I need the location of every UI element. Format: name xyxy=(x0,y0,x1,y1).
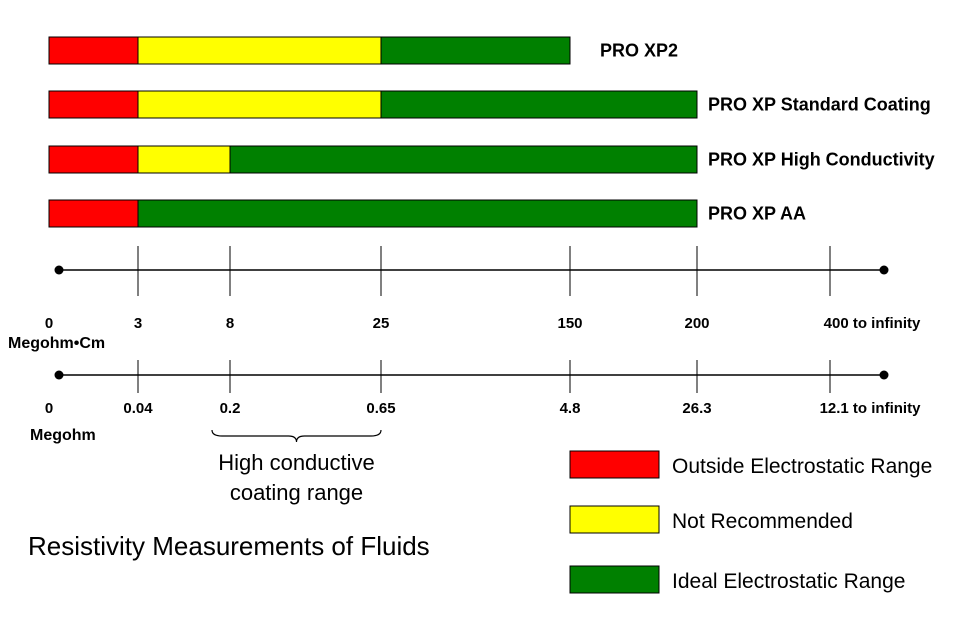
axis-endpoint xyxy=(54,370,64,380)
legend-item: Outside Electrostatic Range xyxy=(569,450,932,479)
tick-label: 26.3 xyxy=(682,400,711,417)
bar-segment-not-recommended xyxy=(137,36,382,65)
tick-label: 200 xyxy=(684,315,709,332)
tick-label: 400 to infinity xyxy=(824,315,921,332)
legend-swatch xyxy=(569,565,660,594)
bars-group: PRO XP2 PRO XP Standard Coating PRO XP Hig… xyxy=(48,36,935,228)
chart-title: Resistivity Measurements of Fluids xyxy=(28,531,430,561)
axis-endpoint xyxy=(879,265,889,275)
brace-shape xyxy=(211,429,382,443)
tick-label: 8 xyxy=(226,315,234,332)
tick-label: 0.04 xyxy=(123,400,153,417)
tick-label: 12.1 to infinity xyxy=(820,400,922,417)
tick-label: 25 xyxy=(373,315,390,332)
legend-label: Outside Electrostatic Range xyxy=(672,455,932,478)
legend-item: Not Recommended xyxy=(569,505,853,534)
bar-segment-outside xyxy=(48,199,139,228)
brace-label: High conductive xyxy=(218,450,375,475)
bottom-scale: 0 0.04 0.2 0.65 4.8 26.3 12.1 to infinity Megoh… xyxy=(30,360,921,444)
legend-label: Not Recommended xyxy=(672,510,853,533)
bar-row: PRO XP AA xyxy=(48,199,806,228)
tick-label: 0 xyxy=(45,400,53,417)
bar-segment-ideal xyxy=(229,145,698,174)
top-scale: 0 3 8 25 150 200 400 to infinity Megohm•Cm xyxy=(8,246,921,352)
bar-segment-outside xyxy=(48,90,139,119)
bar-segment-outside xyxy=(48,36,139,65)
legend-item: Ideal Electrostatic Range xyxy=(569,565,905,594)
tick-label: 0.65 xyxy=(366,400,395,417)
bar-label: PRO XP2 xyxy=(600,41,678,61)
brace-label: coating range xyxy=(230,480,363,505)
axis-unit-label: Megohm xyxy=(30,427,96,444)
axis-endpoint xyxy=(879,370,889,380)
tick-label: 0 xyxy=(45,315,53,332)
bar-segment-ideal xyxy=(380,90,698,119)
tick-label: 4.8 xyxy=(560,400,581,417)
bar-label: PRO XP High Conductivity xyxy=(708,150,935,170)
bar-segment-ideal xyxy=(137,199,698,228)
legend: Outside Electrostatic Range Not Recommend… xyxy=(569,450,932,594)
bar-row: PRO XP High Conductivity xyxy=(48,145,935,174)
axis-endpoint xyxy=(54,265,64,275)
legend-swatch xyxy=(569,450,660,479)
tick-label: 150 xyxy=(557,315,582,332)
legend-swatch xyxy=(569,505,660,534)
bar-label: PRO XP AA xyxy=(708,204,806,224)
bar-segment-outside xyxy=(48,145,139,174)
bar-segment-ideal xyxy=(380,36,571,65)
bar-segment-not-recommended xyxy=(137,90,382,119)
bar-segment-not-recommended xyxy=(137,145,231,174)
bar-row: PRO XP2 xyxy=(48,36,678,65)
coating-range-brace: High conductive coating range xyxy=(211,429,382,505)
legend-label: Ideal Electrostatic Range xyxy=(672,570,905,593)
tick-label: 0.2 xyxy=(220,400,241,417)
tick-label: 3 xyxy=(134,315,142,332)
bar-row: PRO XP Standard Coating xyxy=(48,90,931,119)
axis-unit-label: Megohm•Cm xyxy=(8,335,105,352)
bar-label: PRO XP Standard Coating xyxy=(708,95,931,115)
